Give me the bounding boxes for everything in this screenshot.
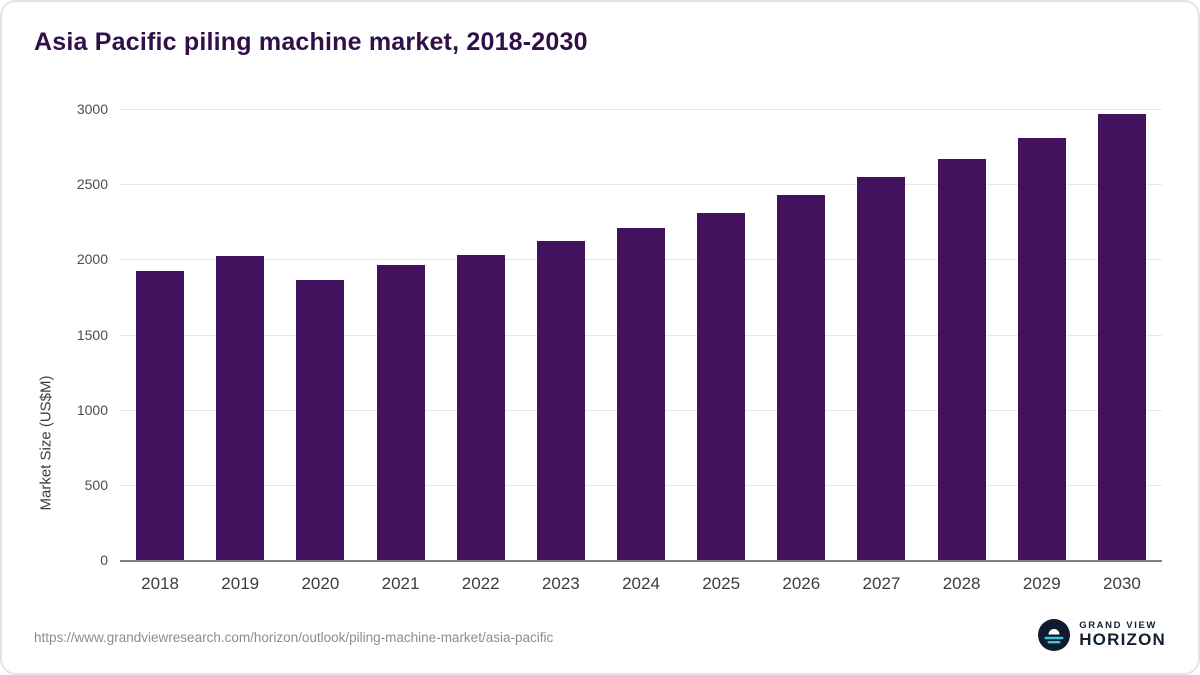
y-tick-label-0: 0 [100, 552, 108, 568]
brand-logo-text: GRAND VIEW HORIZON [1079, 621, 1166, 649]
x-tick-label-2020: 2020 [301, 574, 340, 593]
y-tick-label-2500: 2500 [76, 176, 108, 193]
bar-2019 [216, 256, 265, 560]
bar-2026 [777, 194, 826, 560]
brand-logo: GRAND VIEW HORIZON [1038, 619, 1166, 651]
y-tick-label-1000: 1000 [76, 401, 108, 418]
gridline-3000 [120, 109, 1162, 110]
bar-2028 [937, 158, 986, 560]
source-url: https://www.grandviewresearch.com/horizo… [34, 630, 554, 645]
bar-2029 [1017, 137, 1066, 560]
horizon-logo-icon [1038, 619, 1071, 651]
x-tick-label-2019: 2019 [221, 574, 260, 593]
logo-grand-view: GRAND VIEW [1079, 620, 1157, 632]
x-tick-label-2018: 2018 [141, 574, 179, 593]
bar-2021 [376, 265, 425, 560]
gridline-2500 [120, 184, 1162, 186]
y-tick-label-3000: 3000 [76, 101, 108, 117]
y-tick-label-2000: 2000 [76, 251, 108, 268]
x-tick-label-2026: 2026 [782, 574, 821, 593]
logo-horizon: HORIZON [1079, 630, 1166, 650]
y-axis-label: Market Size (US$M) [37, 375, 55, 511]
x-tick-label-2022: 2022 [461, 574, 500, 593]
bar-2023 [536, 241, 585, 560]
bar-2025 [697, 212, 746, 560]
x-tick-label-2025: 2025 [702, 574, 741, 593]
bar-2024 [617, 227, 665, 560]
x-tick-label-2021: 2021 [381, 574, 420, 593]
bar-2027 [857, 176, 906, 560]
x-tick-label-2023: 2023 [541, 574, 580, 593]
x-tick-label-2029: 2029 [1022, 574, 1061, 593]
x-tick-label-2028: 2028 [942, 574, 981, 593]
bar-2022 [456, 254, 505, 560]
x-tick-label-2027: 2027 [862, 574, 901, 593]
x-tick-label-2030: 2030 [1103, 574, 1141, 593]
bar-2030 [1097, 113, 1146, 560]
x-tick-label-2024: 2024 [622, 574, 660, 593]
bar-2018 [136, 271, 185, 560]
bar-chart-plot-area: 0 500 1000 1500 2000 2500 3000 2018 2019 2020 2021… [77, 101, 1162, 593]
bar-2020 [296, 280, 345, 560]
y-tick-label-1500: 1500 [76, 326, 108, 343]
y-tick-label-500: 500 [84, 476, 108, 493]
chart-title: Asia Pacific piling machine market, 2018… [34, 28, 588, 56]
